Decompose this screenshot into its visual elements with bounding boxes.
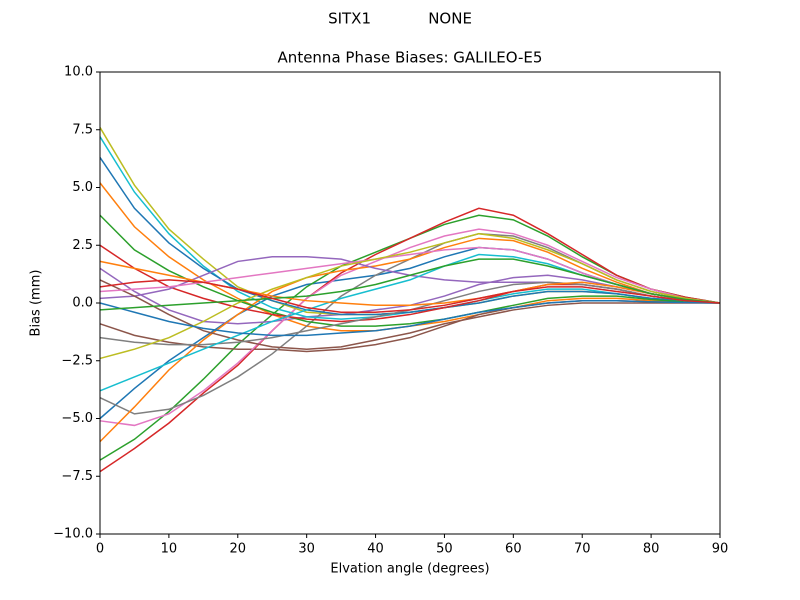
- series-line: [99, 214, 721, 327]
- series-line: [99, 237, 721, 443]
- series-line: [99, 281, 721, 346]
- y-tick-label: 5.0: [72, 180, 93, 195]
- series-line: [99, 127, 721, 316]
- series-line: [99, 279, 721, 313]
- plot-frame: [99, 71, 721, 535]
- x-tick-label: 30: [298, 542, 315, 557]
- series-line: [99, 232, 721, 360]
- y-axis-label: Bias (mm): [29, 270, 44, 337]
- y-tick-label: −5.0: [61, 411, 93, 426]
- x-tick-label: 10: [161, 542, 178, 557]
- y-tick-label: −7.5: [61, 469, 93, 484]
- x-tick-label: 20: [230, 542, 247, 557]
- series-line: [99, 299, 721, 337]
- chart-title: Antenna Phase Biases: GALILEO-E5: [278, 49, 543, 67]
- y-tick-label: −2.5: [61, 353, 93, 368]
- y-tick-label: −10.0: [53, 527, 93, 542]
- x-tick-label: 60: [505, 542, 522, 557]
- series-line: [99, 157, 721, 316]
- x-tick-label: 80: [643, 542, 660, 557]
- y-tick-label: 2.5: [72, 238, 93, 253]
- x-tick-label: 70: [574, 542, 591, 557]
- y-tick-label: 0.0: [72, 296, 93, 311]
- series-line: [99, 267, 721, 325]
- suptitle: SITX1 NONE: [328, 10, 472, 28]
- x-tick-label: 0: [96, 542, 104, 557]
- series-line: [99, 228, 721, 427]
- x-tick-label: 90: [712, 542, 729, 557]
- series-line: [99, 279, 720, 350]
- x-axis-label: Elvation angle (degrees): [330, 562, 489, 577]
- x-tick-label: 40: [367, 542, 384, 557]
- series-line: [99, 258, 721, 311]
- series-line: [99, 207, 721, 473]
- y-tick-label: 10.0: [64, 65, 93, 80]
- y-tick-label: 7.5: [72, 122, 93, 137]
- x-tick-label: 50: [436, 542, 453, 557]
